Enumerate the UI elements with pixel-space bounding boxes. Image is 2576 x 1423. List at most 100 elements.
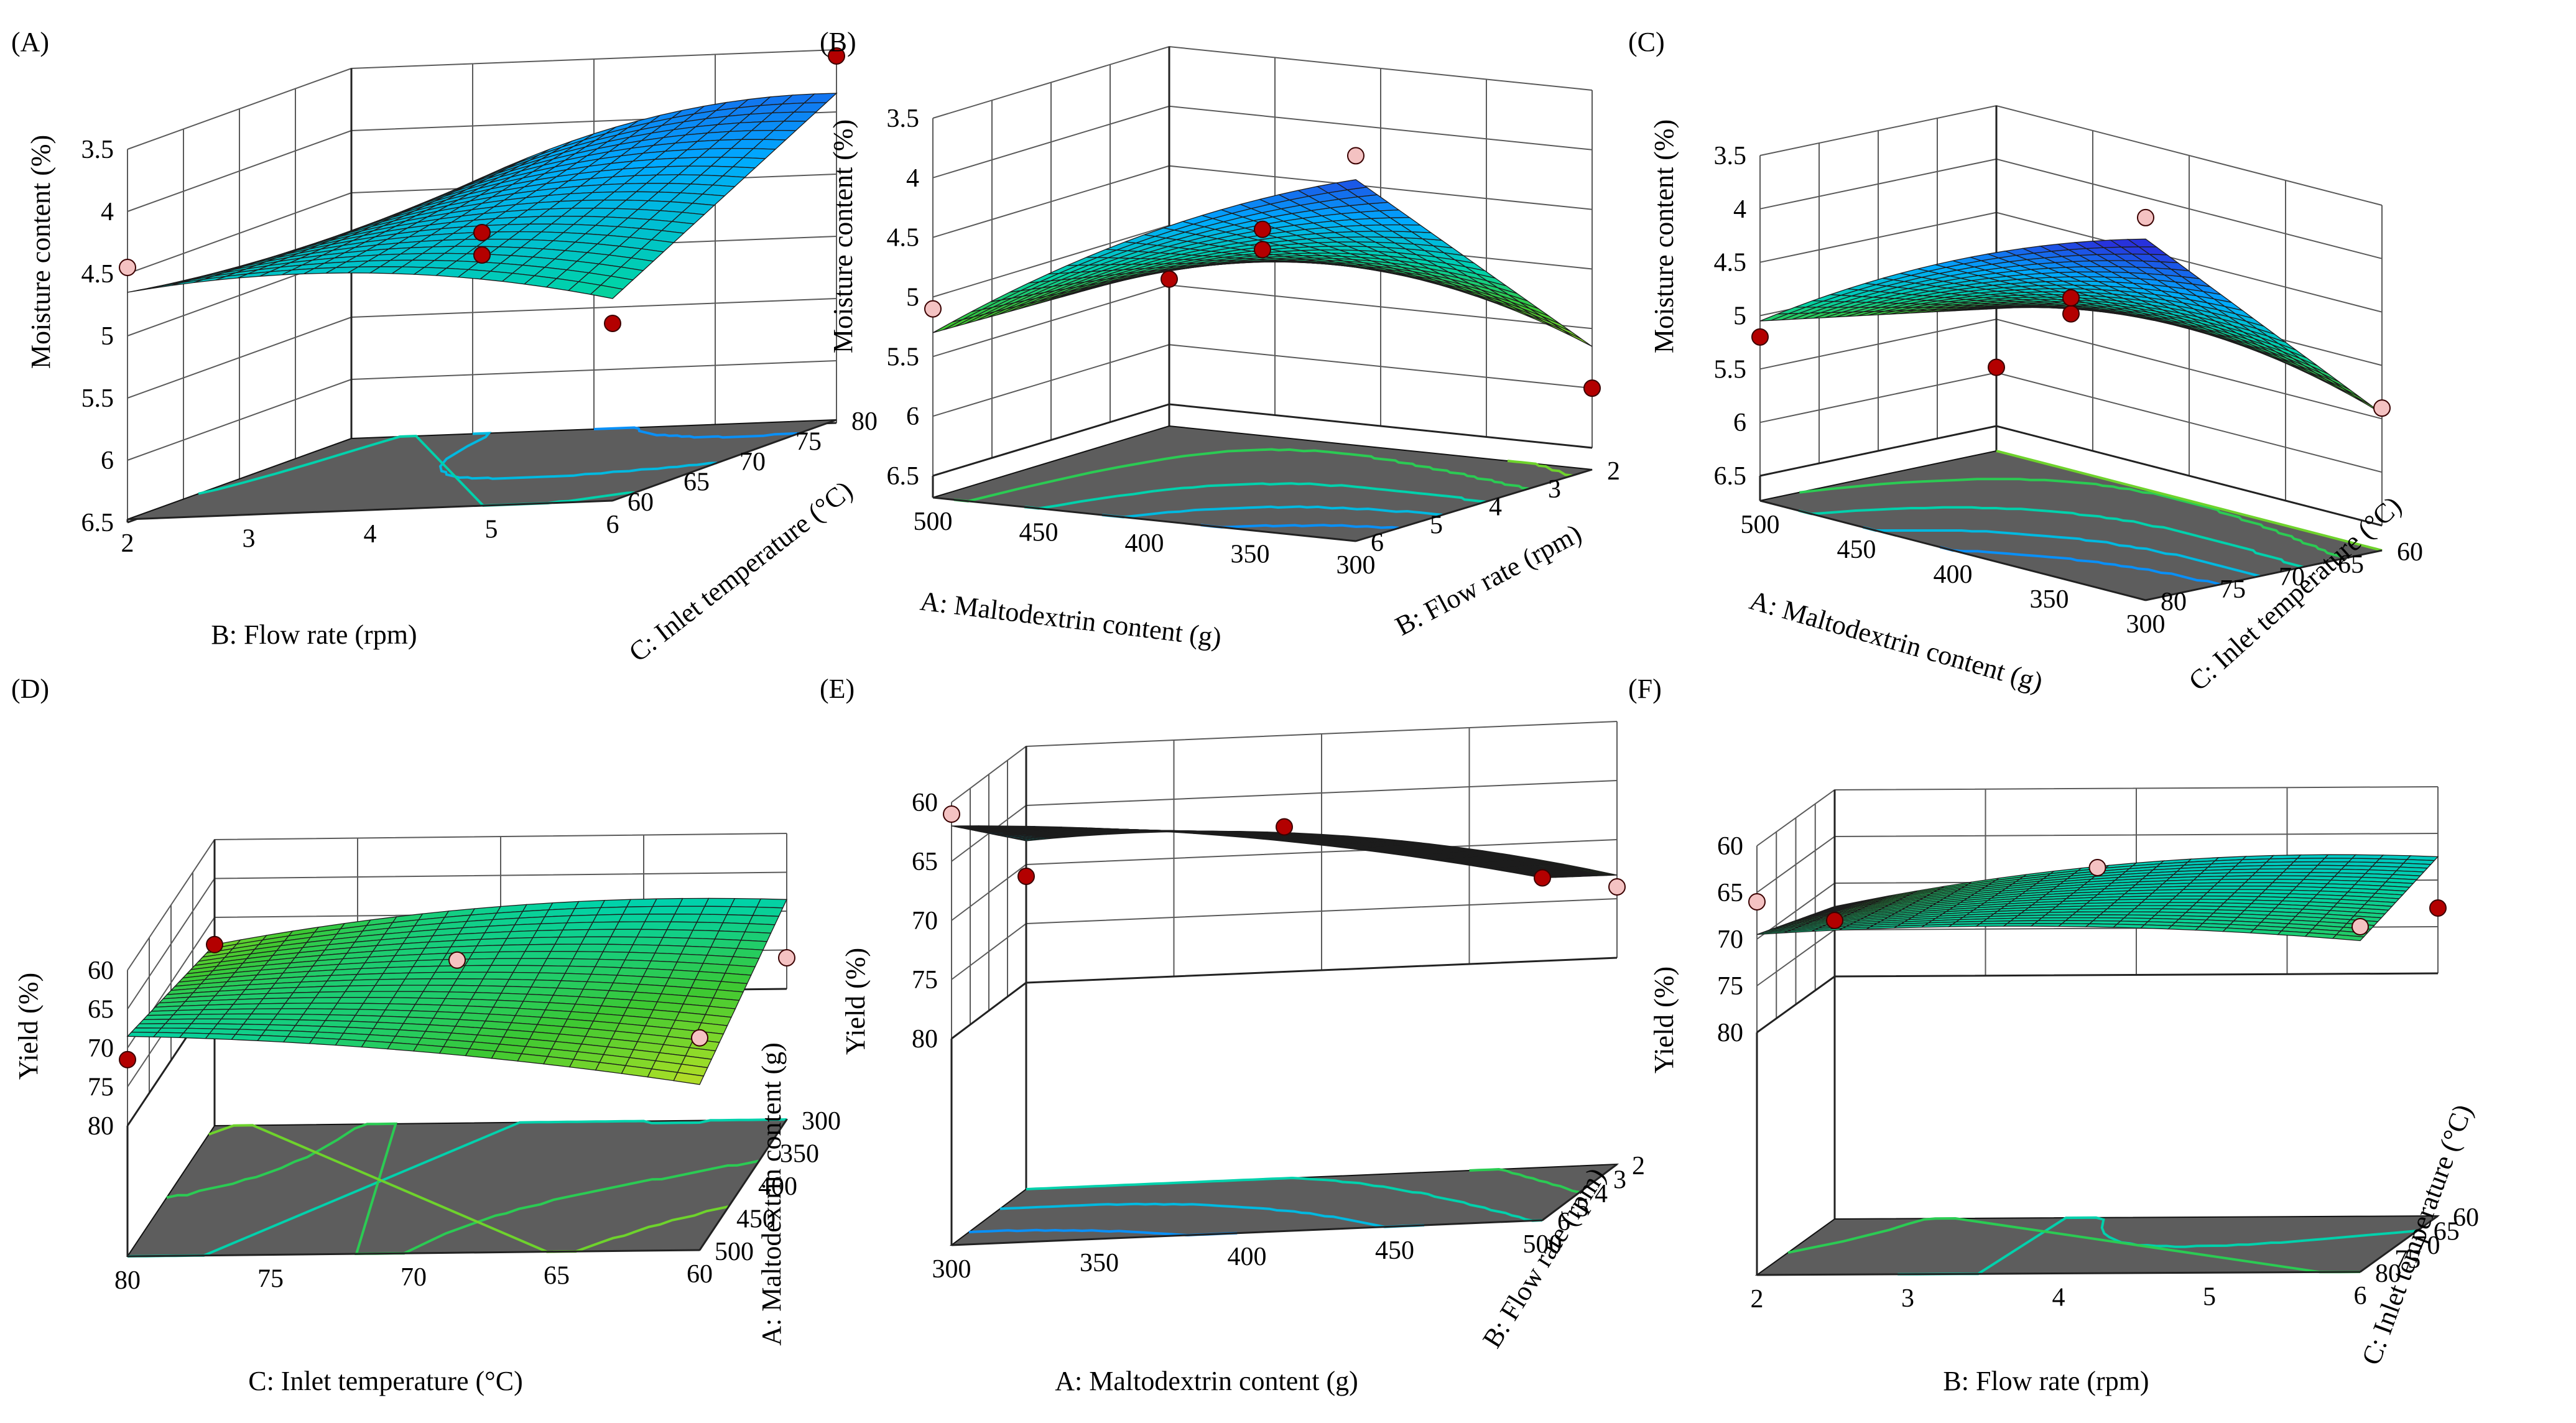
- surface-cell: [460, 965, 492, 973]
- y-tick-label: 65: [2338, 550, 2364, 579]
- contour-floor: [1759, 450, 2383, 601]
- surface-cell: [678, 897, 710, 907]
- surface-cell: [362, 997, 394, 1004]
- panel-label: (E): [820, 674, 855, 704]
- design-point: [1254, 241, 1271, 259]
- surface-cell: [194, 1013, 226, 1020]
- surface-cell: [508, 971, 540, 981]
- surface-cell: [272, 1013, 304, 1021]
- surface-cell: [243, 1018, 274, 1026]
- design-point: [604, 315, 621, 332]
- z-tick-label: 70: [912, 907, 938, 935]
- design-point: [206, 935, 223, 953]
- surface-cell: [2320, 858, 2353, 863]
- z-tick-label: 75: [88, 1073, 114, 1102]
- surface-cell: [2139, 924, 2173, 930]
- contour-line: [953, 448, 1529, 503]
- surface-cell: [542, 958, 574, 967]
- surface-cell: [502, 937, 534, 946]
- contour-floor: [1754, 1215, 2440, 1276]
- surface-cell: [546, 951, 578, 960]
- surface-cell: [614, 921, 646, 930]
- surface-cell: [2251, 871, 2284, 876]
- surface-cell: [490, 958, 522, 966]
- x-axis-line: [951, 1219, 1543, 1246]
- y-tick-label: 60: [628, 488, 654, 517]
- design-point: [473, 224, 491, 241]
- x-tick-label: 450: [1375, 1236, 1414, 1265]
- surface-cell: [538, 965, 570, 974]
- surface-cell: [748, 915, 780, 925]
- surface-cell: [412, 959, 444, 967]
- z-tick-label: 5.5: [1714, 355, 1747, 384]
- z-tick-label: 6.5: [1714, 462, 1747, 491]
- surface-cell: [650, 952, 682, 963]
- z-axis-title: Yield (%): [1649, 966, 1679, 1073]
- surface-cell: [138, 1019, 170, 1024]
- surface-cell: [588, 921, 620, 930]
- x-tick-label: 450: [1019, 519, 1059, 547]
- surface-cell: [280, 1003, 312, 1009]
- surface-cell: [648, 906, 680, 915]
- z-tick-label: 6: [906, 402, 919, 431]
- design-point: [2351, 918, 2369, 935]
- y-tick-label: 3: [1548, 475, 1561, 504]
- surface-cell: [426, 978, 458, 986]
- y-tick-label: 70: [739, 448, 766, 476]
- y-tick-label: 5: [1430, 511, 1443, 539]
- x-tick-label: 500: [1741, 511, 1780, 539]
- surface-cell: [335, 1039, 366, 1048]
- surface-cell: [246, 1013, 279, 1020]
- x-axis-title: B: Flow rate (rpm): [211, 619, 417, 650]
- z-tick-label: 60: [88, 957, 114, 985]
- x-axis-title: A: Maltodextrin content (g): [1055, 1366, 1358, 1396]
- design-point: [2088, 859, 2106, 876]
- contour-line: [1862, 526, 2261, 578]
- surface-cell: [474, 985, 506, 994]
- surface-cell: [2254, 868, 2288, 873]
- z-tick-label: 60: [1717, 832, 1743, 861]
- design-point: [2373, 399, 2391, 417]
- x-tick-label: 3: [1901, 1284, 1914, 1313]
- surface-cell: [2194, 926, 2228, 932]
- contour-line: [208, 1124, 730, 1253]
- panel-0: 3.5 4 4.5 5 5.5 6 6.52 3 4 5 6 60 65 70 75 80 (A) Moistur…: [11, 27, 878, 668]
- surface-cell: [1947, 923, 1981, 927]
- x-tick-label: 300: [2126, 610, 2166, 639]
- surface-cell: [626, 898, 657, 907]
- surface-cell: [592, 914, 624, 923]
- z-tick-label: 6: [1733, 409, 1746, 437]
- surface-cell: [534, 972, 566, 981]
- surface-cell: [2140, 899, 2174, 903]
- design-point: [2429, 899, 2447, 917]
- surface-cell: [602, 943, 634, 953]
- x-tick-label: 3: [243, 525, 256, 554]
- surface-cell: [730, 897, 762, 908]
- z-tick-label: 3.5: [81, 136, 114, 164]
- x-tick-label: 60: [687, 1260, 713, 1289]
- x-tick-label: 400: [1125, 529, 1164, 558]
- design-point: [448, 951, 466, 969]
- surface-cell: [468, 951, 500, 960]
- z-tick-label: 4.5: [81, 260, 114, 289]
- surface-cell: [2213, 882, 2246, 887]
- x-tick-label: 400: [1228, 1243, 1267, 1271]
- z-tick-label: 6.5: [81, 509, 114, 537]
- x-axis-line: [127, 1249, 700, 1258]
- contour-line: [166, 1122, 760, 1256]
- y-axis-line: [698, 1119, 788, 1251]
- y-axis-line: [612, 419, 837, 502]
- surface-cell: [152, 1032, 185, 1038]
- surface-cell: [570, 907, 602, 917]
- surface-cell: [584, 929, 616, 938]
- z-tick-label: 65: [1717, 879, 1743, 907]
- z-tick-label: 75: [912, 966, 938, 994]
- z-tick-label: 70: [1717, 925, 1743, 954]
- response-surface: [1759, 238, 2383, 414]
- x-tick-label: 300: [1337, 551, 1376, 580]
- x-tick-label: 65: [544, 1262, 570, 1291]
- contour-line: [1024, 482, 1486, 510]
- z-tick-label: 80: [1717, 1019, 1743, 1047]
- surface-cell: [472, 945, 504, 953]
